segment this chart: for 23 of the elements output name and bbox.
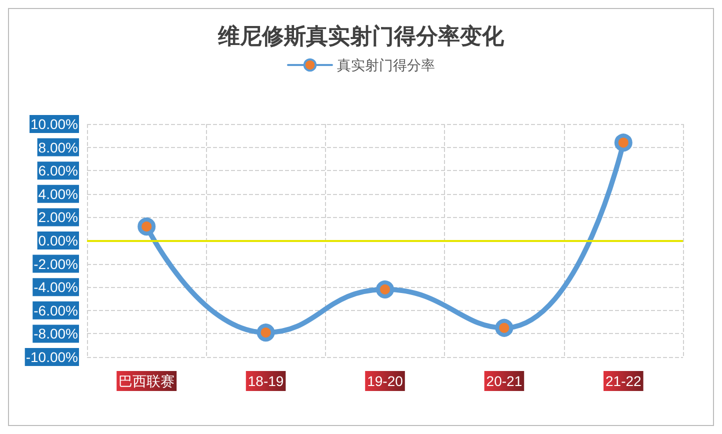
- y-tick-label: 4.00%: [38, 186, 78, 202]
- legend-label: 真实射门得分率: [337, 57, 435, 73]
- point: [614, 134, 632, 152]
- y-tick-label: 0.00%: [38, 232, 78, 248]
- y-tick-label: -4.00%: [34, 279, 78, 296]
- y-tick-label: 2.00%: [38, 209, 78, 226]
- x-tick-label: 21-22: [605, 373, 642, 389]
- y-tick-label: -10.00%: [26, 349, 78, 365]
- y-tick-label: 6.00%: [38, 162, 78, 179]
- x-tick-label: 巴西联赛: [118, 373, 175, 389]
- x-tick-label: 19-20: [367, 373, 404, 389]
- y-tick-label: -6.00%: [34, 302, 78, 318]
- chart-title: 维尼修斯真实射门得分率变化: [217, 24, 505, 50]
- point: [138, 218, 156, 236]
- point: [495, 318, 514, 337]
- x-tick-label: 20-21: [486, 373, 522, 389]
- x-tick-label: 18-19: [248, 373, 284, 389]
- y-tick-label: -8.00%: [34, 326, 78, 342]
- y-tick-label: 8.00%: [38, 139, 78, 156]
- point: [256, 324, 275, 342]
- y-tick-label: -2.00%: [34, 256, 78, 272]
- point: [376, 280, 394, 298]
- y-tick-label: 10.00%: [30, 116, 78, 132]
